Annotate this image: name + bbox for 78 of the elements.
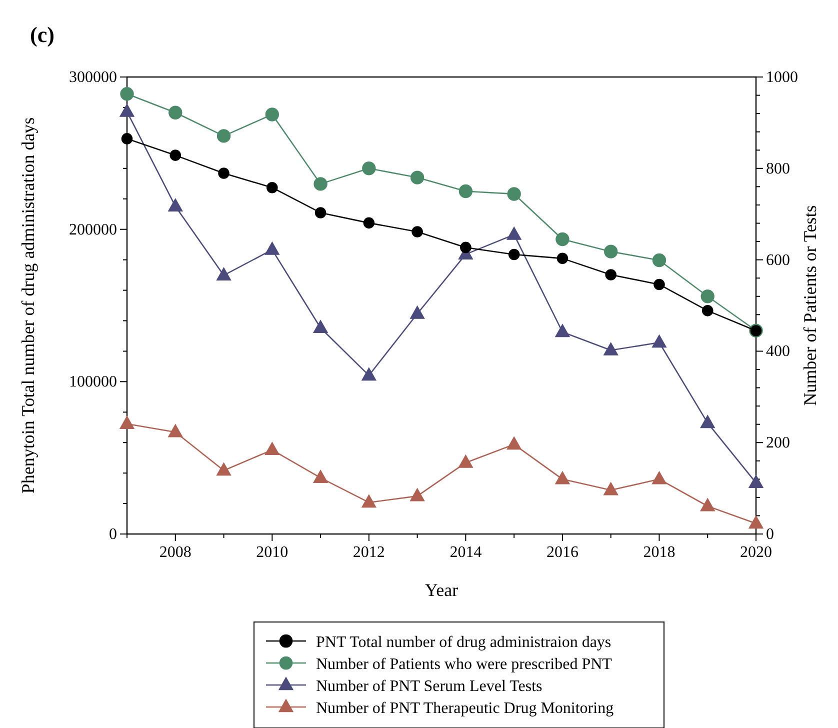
point (556, 252, 568, 264)
point (748, 516, 764, 529)
x-tick-label: 2010 (256, 544, 288, 561)
point (265, 108, 280, 122)
x-tick-label: 2020 (740, 544, 772, 561)
point (652, 253, 666, 268)
point (556, 232, 570, 246)
y2-tick-label: 600 (766, 252, 790, 269)
point (120, 104, 134, 117)
y2-tick-label: 800 (766, 160, 790, 178)
point (121, 133, 133, 144)
point (410, 488, 424, 502)
x-tick-label: 2016 (546, 544, 578, 561)
chart-title: (c) (30, 22, 54, 47)
point (700, 498, 715, 512)
point (412, 226, 423, 238)
y2-tick-label: 1000 (766, 69, 798, 86)
point (748, 475, 764, 488)
point (168, 198, 183, 212)
y-tick-label: 0 (109, 526, 117, 543)
y-axis-title: Phenytoin Total number of drug administration days (18, 117, 38, 494)
point (458, 184, 473, 198)
point (168, 106, 182, 120)
point (266, 182, 278, 194)
point (458, 455, 473, 468)
point (604, 244, 618, 258)
point (700, 415, 715, 428)
y2-tick-label: 400 (766, 343, 790, 360)
x-tick-label: 2012 (352, 544, 385, 561)
point (702, 305, 714, 316)
y2-tick-label: 200 (766, 434, 790, 452)
point (216, 268, 231, 280)
x-tick-label: 2018 (643, 544, 676, 561)
x-tick-label: 2014 (450, 544, 482, 561)
y-tick-label: 300000 (69, 69, 117, 86)
point (507, 187, 521, 201)
legend-label: PNT Total number of drug administraion days (316, 634, 612, 651)
point (313, 470, 328, 483)
point (314, 207, 326, 218)
point (362, 494, 376, 508)
point (216, 129, 231, 143)
legend-label: Number of PNT Therapeutic Drug Monitoring (316, 700, 614, 717)
x-tick-label: 2008 (159, 544, 192, 561)
legend-label: Number of Patients who were prescribed PNT (316, 656, 612, 673)
point (410, 306, 424, 319)
point (654, 278, 665, 290)
point (506, 227, 522, 240)
point (460, 242, 472, 254)
point (652, 334, 666, 348)
point (168, 424, 183, 438)
point (506, 436, 522, 450)
point (313, 320, 328, 334)
y-tick-label: 200000 (69, 221, 117, 238)
y-tick-label: 100000 (69, 374, 117, 391)
point (363, 217, 375, 229)
point (508, 248, 520, 260)
point (218, 168, 230, 179)
point (170, 150, 182, 161)
y2-tick-label: 0 (766, 526, 774, 543)
point (604, 342, 618, 356)
point (700, 290, 714, 304)
point (265, 242, 280, 255)
x-axis-title: Year (424, 580, 458, 600)
point (555, 324, 570, 338)
point (120, 416, 134, 430)
point (362, 368, 376, 381)
point (410, 170, 424, 184)
point (604, 482, 618, 496)
point (120, 87, 134, 101)
point (314, 177, 328, 191)
point (216, 462, 231, 476)
legend-label: Number of PNT Serum Level Tests (316, 678, 542, 695)
point (555, 472, 570, 484)
point (362, 162, 376, 176)
y2-axis-title: Number of Patients or Tests (800, 205, 820, 406)
point (605, 269, 616, 280)
point (652, 472, 666, 484)
point (265, 442, 280, 456)
